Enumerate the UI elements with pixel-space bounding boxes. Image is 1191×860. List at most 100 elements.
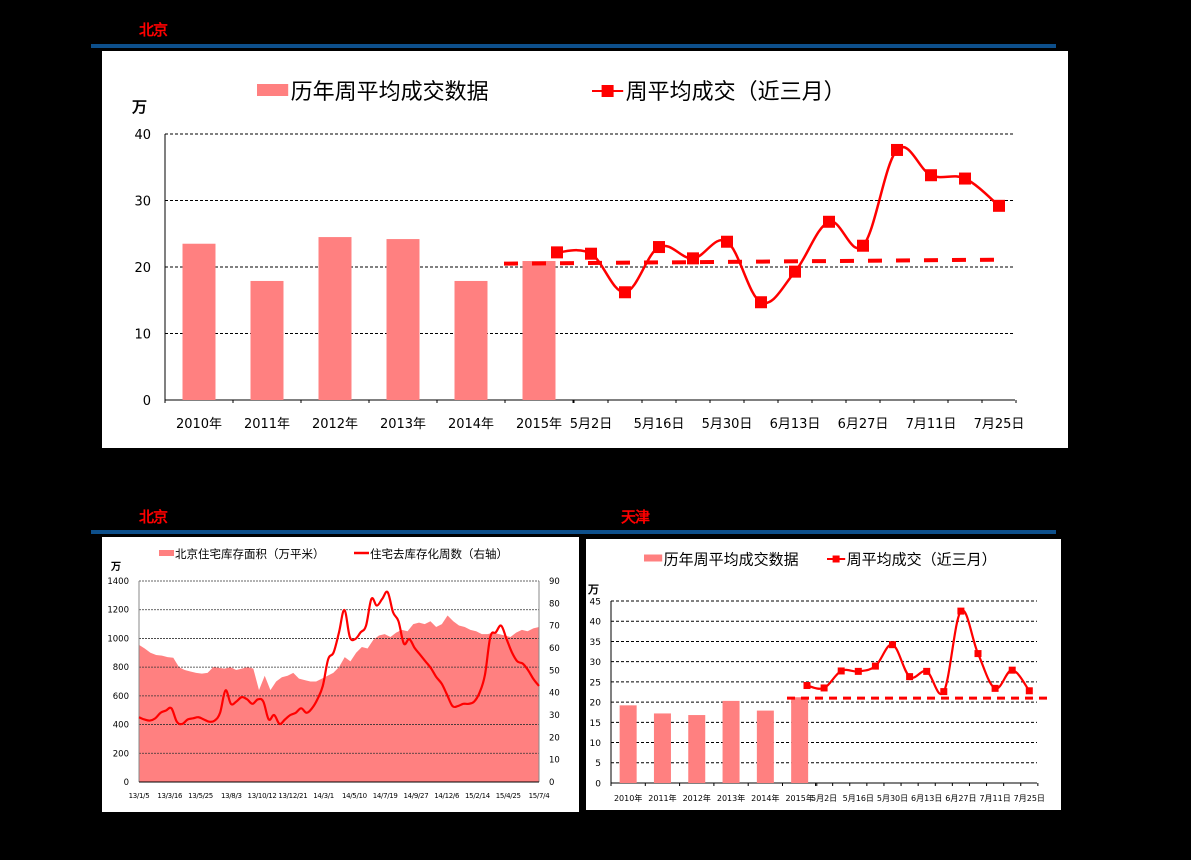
x-tick-label: 14/3/1: [313, 792, 334, 800]
x-tick-label: 15/4/25: [496, 792, 521, 800]
y-tick-label: 10: [134, 327, 151, 342]
x-tick-label: 5月16日: [634, 417, 685, 432]
x-tick-label: 5月2日: [570, 417, 613, 432]
bar-2014年: [454, 280, 488, 400]
line-marker: [974, 650, 982, 658]
y-axis-unit-label: 万: [587, 583, 599, 596]
x-tick-label: 7月25日: [1014, 794, 1045, 803]
y-tick-label: 0: [595, 779, 601, 789]
y2-tick-label: 40: [549, 689, 560, 699]
line-marker: [889, 641, 896, 649]
y2-tick-label: 50: [549, 666, 560, 676]
y-tick-label: 30: [134, 194, 151, 209]
bar-2015年: [522, 261, 556, 400]
line-marker: [619, 286, 631, 299]
legend-label-area: 北京住宅库存面积（万平米）: [175, 547, 325, 561]
line-marker: [857, 239, 869, 252]
x-tick-label: 14/5/10: [342, 792, 367, 800]
x-tick-label: 5月16日: [843, 794, 874, 803]
average-dashed-line: [503, 257, 998, 266]
bar-2015年: [791, 697, 809, 783]
bar-2012年: [688, 715, 706, 783]
line-marker: [551, 246, 563, 259]
y-tick-label: 20: [590, 699, 602, 709]
x-tick-label: 6月27日: [945, 794, 976, 803]
y-tick-label: 1400: [107, 577, 129, 587]
x-tick-label: 14/9/27: [403, 792, 428, 800]
y-tick-label: 45: [590, 597, 601, 607]
bar-2013年: [386, 239, 420, 400]
x-tick-label: 13/5/25: [188, 792, 213, 800]
x-tick-label: 2013年: [380, 417, 426, 432]
legend-swatch-bars: [257, 84, 289, 96]
y-tick-label: 0: [124, 778, 129, 788]
bar-2011年: [250, 280, 284, 400]
y-tick-label: 40: [590, 618, 602, 628]
x-tick-label: 14/7/19: [373, 792, 398, 800]
y-axis-unit-label: 万: [110, 561, 121, 573]
chart-panel-beijing-weekly: 0 10 20 30 40 万 2010年 2011年 2012年 2013年 2014年 2015年…: [102, 51, 1068, 448]
x-tick-label: 15/7/4: [529, 792, 551, 800]
line-marker: [940, 688, 948, 696]
x-tick-label: 13/10/12: [248, 792, 277, 800]
x-tick-label: 5月30日: [877, 794, 908, 803]
legend-swatch-bars: [644, 554, 663, 562]
chart-tianjin-weekly: 0 5 10 15 20 25 30 35 40 45万 2010年 2011年 2012年 2013年 2…: [587, 550, 1048, 803]
y-tick-label: 30: [590, 658, 602, 668]
x-tick-label: 13/12/21: [278, 792, 307, 800]
legend-swatch-area: [159, 550, 174, 556]
legend-marker-swatch: [601, 85, 614, 97]
section-title-beijing-top: 北京: [139, 21, 168, 39]
y-tick-label: 800: [113, 663, 129, 673]
legend-label-bars: 历年周平均成交数据: [664, 550, 799, 568]
line-marker: [653, 241, 665, 254]
legend-label-line: 住宅去库存化周数（右轴）: [370, 547, 508, 561]
x-tick-label: 2015年: [785, 793, 813, 803]
line-marker: [959, 172, 971, 185]
line-marker: [803, 682, 811, 690]
x-tick-label: 2010年: [176, 417, 222, 432]
line-marker: [923, 667, 931, 675]
legend-label-bars: 历年周平均成交数据: [291, 80, 489, 105]
line-marker: [1025, 687, 1033, 695]
x-tick-label: 2012年: [312, 417, 358, 432]
y2-tick-label: 30: [549, 711, 560, 721]
y-tick-label: 1200: [107, 606, 129, 616]
line-marker: [820, 684, 828, 692]
legend-label-line: 周平均成交（近三月）: [847, 550, 997, 568]
x-tick-label: 6月27日: [838, 417, 889, 432]
x-tick-label: 2015年: [516, 417, 562, 432]
y-tick-label: 40: [134, 128, 151, 143]
section-title-tianjin: 天津: [621, 508, 650, 526]
x-tick-label: 2014年: [751, 793, 779, 803]
y2-tick-label: 90: [549, 577, 560, 587]
y2-tick-label: 0: [549, 778, 554, 788]
bar-2013年: [722, 700, 740, 783]
x-tick-label: 2011年: [648, 793, 676, 803]
y2-tick-label: 80: [549, 599, 560, 609]
x-tick-label: 13/1/5: [129, 792, 150, 800]
line-marker: [755, 296, 767, 309]
x-tick-label: 7月11日: [979, 794, 1010, 803]
y2-tick-label: 60: [549, 644, 560, 654]
bar-2011年: [653, 713, 671, 783]
x-tick-label: 6月13日: [911, 794, 942, 803]
legend-marker-swatch: [832, 555, 840, 563]
x-tick-label: 2014年: [448, 417, 494, 432]
line-marker: [823, 215, 835, 228]
y-tick-label: 5: [595, 759, 601, 769]
inventory-area: [139, 615, 539, 782]
section-title-beijing-inventory: 北京: [139, 508, 168, 526]
line-marker: [585, 247, 597, 260]
y-tick-label: 10: [590, 739, 602, 749]
line-marker: [871, 662, 879, 670]
chart-panel-beijing-inventory: 0 200 400 600 800 1000 1200 1400 0 10 20 30 40 50 60 70…: [102, 537, 579, 812]
y2-tick-label: 70: [549, 622, 560, 632]
y-tick-label: 15: [590, 719, 601, 729]
x-tick-label: 13/3/16: [157, 792, 183, 800]
y-tick-label: 400: [113, 721, 129, 731]
line-marker: [687, 252, 699, 265]
line-marker: [925, 169, 937, 182]
line-marker: [1008, 666, 1016, 674]
x-tick-label: 2010年: [614, 793, 642, 803]
